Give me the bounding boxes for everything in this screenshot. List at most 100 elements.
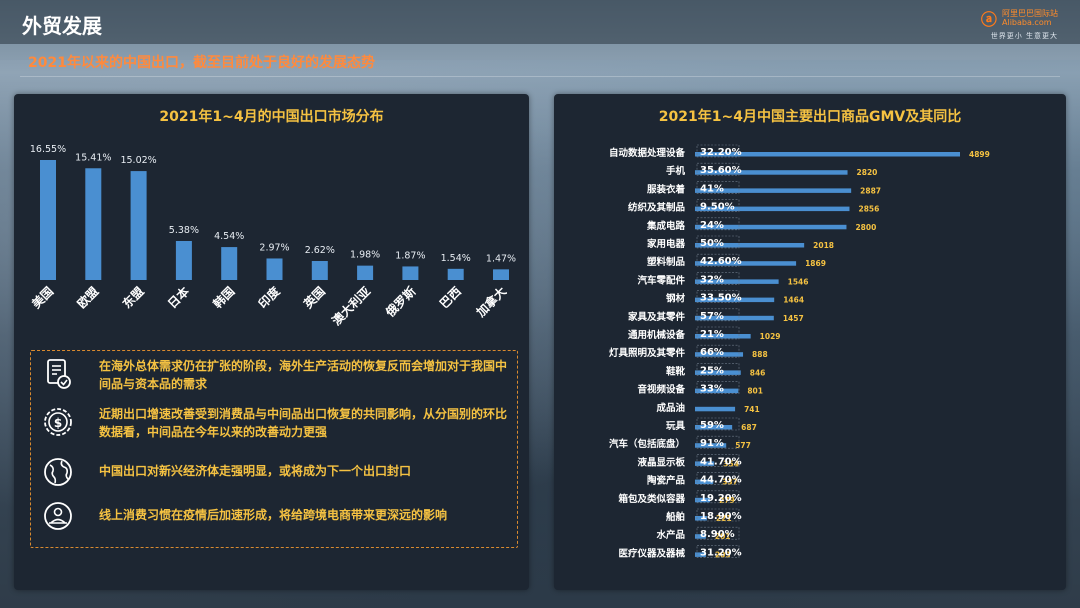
goods-yoy-box (696, 199, 740, 212)
market-bar (85, 168, 102, 280)
goods-bar (695, 224, 847, 230)
goods-category-label: 玩具 (666, 421, 686, 432)
goods-yoy-box (696, 326, 740, 340)
export-goods-panel: 2021年1~4月中国主要出口商品GMV及其同比 自动数据处理设备 4899 32.… (554, 94, 1066, 590)
goods-yoy-label: 33% (700, 384, 724, 395)
goods-yoy-label: 57% (700, 311, 724, 322)
goods-bar (695, 352, 744, 357)
insight-text-3: 中国出口对新兴经济体走强明显，或将成为下一个出口封口 (99, 464, 412, 478)
insight-text-1: 在海外总体需求仍在扩张的阶段，海外生产活动的恢复反而会增加对于我国中间品与资本品… (99, 359, 508, 391)
market-category-label: 韩国 (210, 284, 238, 312)
goods-bar (695, 243, 805, 248)
market-bar (40, 160, 56, 280)
goods-yoy-box (696, 162, 740, 176)
goods-yoy-label: 32.20% (700, 147, 742, 158)
goods-category-label: 服装衣着 (647, 183, 686, 195)
goods-category-label: 家具及其零件 (628, 311, 686, 323)
market-bar (221, 247, 238, 280)
goods-yoy-box (696, 344, 740, 358)
goods-category-label: 手机 (666, 165, 686, 177)
goods-bar-value: 2856 (858, 205, 879, 214)
market-category-label: 美国 (29, 284, 57, 312)
page-title: 外贸发展 (22, 14, 102, 38)
export-goods-chart: 自动数据处理设备 4899 32.20% 手机 2820 35.60% 服装衣着 2887 41… (609, 144, 990, 559)
market-bar (357, 265, 374, 280)
goods-yoy-label: 24% (700, 220, 724, 231)
insight-text-2: 近期出口增速改善受到消费品与中间品出口恢复的共同影响，从分国别的环比数据看，中间… (99, 407, 508, 439)
goods-bar (695, 552, 706, 557)
goods-bar-value: 2800 (855, 223, 876, 232)
market-bar-value: 2.62% (305, 245, 335, 256)
divider (20, 76, 1060, 77)
goods-bar (695, 297, 775, 303)
goods-category-label: 灯具照明及其零件 (609, 347, 686, 359)
goods-category-label: 鞋靴 (666, 365, 686, 377)
goods-yoy-label: 42.60% (700, 256, 742, 267)
market-category-label: 巴西 (437, 284, 464, 311)
svg-text:$: $ (54, 416, 62, 430)
market-bar (266, 258, 283, 280)
market-bar-value: 4.54% (214, 231, 244, 242)
logo-name: 阿里巴巴国际站 Alibaba.com (1002, 9, 1058, 27)
market-bar (402, 266, 419, 280)
goods-bar (695, 206, 850, 212)
market-category-label: 英国 (300, 284, 328, 312)
goods-yoy-label: 32% (700, 274, 724, 285)
goods-yoy-box (696, 508, 740, 522)
goods-yoy-box (696, 381, 740, 394)
insight-item-3: 中国出口对新兴经济体走强明显，或将成为下一个出口封口 (41, 453, 507, 493)
top-bar (0, 0, 1080, 44)
insight-item-1: 在海外总体需求仍在扩张的阶段，海外生产活动的恢复反而会增加对于我国中间品与资本品… (41, 355, 507, 395)
dollar-coin-icon: $ (44, 408, 72, 436)
page-subtitle: 2021年以来的中国出口，截至目前处于良好的发展态势 (28, 55, 375, 71)
goods-bar-value: 4899 (969, 150, 990, 159)
goods-bar (695, 443, 727, 448)
goods-category-label: 医疗仪器及器械 (618, 547, 685, 559)
market-category-label: 东盟 (119, 284, 147, 312)
goods-yoy-label: 21% (700, 329, 724, 340)
market-bar-value: 15.02% (120, 155, 156, 166)
goods-category-label: 液晶显示板 (637, 456, 685, 468)
goods-bar (695, 315, 774, 321)
goods-bar-value: 741 (744, 405, 760, 414)
goods-category-label: 纺织及其制品 (628, 202, 685, 214)
alibaba-logo: ⓐ 阿里巴巴国际站 Alibaba.com 世界更小 生意更大 (972, 6, 1058, 40)
goods-yoy-label: 31.20% (700, 547, 742, 558)
insight-item-4: 线上消费习惯在疫情后加速形成，将给跨境电商带来更深远的影响 (41, 497, 507, 537)
logo-slogan: 世界更小 生意更大 (990, 32, 1058, 40)
market-category-label: 澳大利亚 (329, 284, 374, 329)
market-bar-value: 16.55% (30, 144, 66, 155)
goods-yoy-box (696, 235, 740, 249)
goods-bar-value: 279 (719, 496, 735, 505)
goods-category-label: 成品油 (656, 402, 685, 414)
goods-category-label: 通用机械设备 (628, 329, 686, 341)
goods-yoy-label: 33.50% (700, 293, 742, 304)
goods-yoy-label: 44.70% (700, 475, 742, 486)
goods-bar (695, 479, 714, 485)
market-bar-value: 1.47% (486, 253, 516, 264)
goods-yoy-label: 9.50% (700, 202, 735, 213)
goods-yoy-box (696, 253, 740, 267)
goods-yoy-box (696, 472, 740, 485)
market-chart-title: 2021年1~4月的中国出口市场分布 (159, 109, 384, 125)
goods-yoy-box (696, 363, 740, 376)
goods-category-label: 箱包及类似容器 (617, 493, 685, 505)
goods-bar (695, 152, 960, 157)
goods-bar-value: 1869 (805, 259, 826, 268)
alibaba-logo-mark-icon: ⓐ (980, 10, 997, 29)
goods-bar-value: 846 (750, 368, 766, 377)
insight-text-4: 线上消费习惯在疫情后加速形成，将给跨境电商带来更深远的影响 (99, 508, 448, 522)
market-category-label: 俄罗斯 (382, 284, 419, 321)
market-category-label: 印度 (255, 283, 283, 311)
goods-yoy-box (696, 308, 740, 322)
goods-bar-value: 1464 (783, 296, 804, 305)
goods-bar-value: 2820 (857, 168, 878, 177)
goods-yoy-label: 8.90% (700, 529, 735, 540)
goods-bar (695, 497, 711, 503)
goods-yoy-box (696, 454, 740, 467)
goods-bar-value: 1457 (783, 314, 804, 323)
goods-yoy-box (696, 417, 740, 431)
goods-bar (695, 461, 715, 466)
goods-bar-value: 1029 (760, 332, 781, 341)
goods-chart-title: 2021年1~4月中国主要出口商品GMV及其同比 (658, 109, 962, 125)
